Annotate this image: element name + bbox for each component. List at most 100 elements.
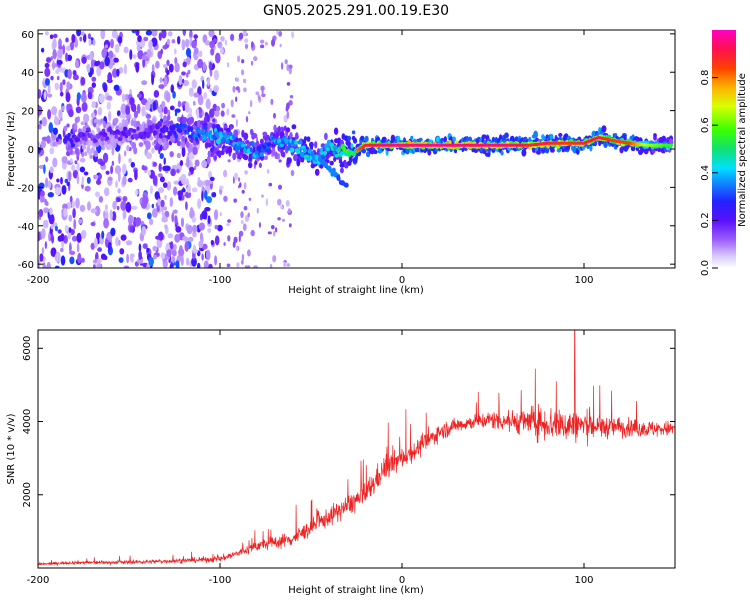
noise-cell <box>141 106 146 117</box>
noise-cell <box>244 38 249 43</box>
ridge-cell <box>183 123 187 128</box>
noise-cell <box>233 236 238 244</box>
noise-cell <box>192 224 198 233</box>
noise-cell <box>226 223 230 227</box>
ridge-cell <box>81 135 85 141</box>
noise-cell <box>190 207 194 214</box>
ridge-halo-cell <box>204 141 209 149</box>
noise-cell <box>49 147 55 155</box>
y-tick-label: 60 <box>21 30 34 41</box>
noise-cell <box>100 30 106 40</box>
noise-cell <box>135 217 142 227</box>
noise-cell <box>110 165 114 175</box>
noise-cell <box>223 242 226 246</box>
noise-cell <box>52 157 58 168</box>
ridge-halo-cell <box>227 146 233 154</box>
noise-cell <box>81 176 85 186</box>
ridge-halo-cell <box>93 150 98 158</box>
noise-cell <box>214 235 220 246</box>
noise-cell <box>91 101 96 108</box>
noise-cell <box>42 219 49 229</box>
noise-cell <box>255 91 260 96</box>
ridge-halo-cell <box>88 150 92 157</box>
noise-cell <box>239 182 242 188</box>
noise-cell <box>155 60 160 69</box>
noise-cell <box>162 182 168 189</box>
ridge-cell <box>218 138 221 144</box>
noise-cell <box>90 208 97 214</box>
ridge-halo-cell <box>243 132 249 141</box>
ridge-halo-cell <box>483 134 487 139</box>
ridge-cell <box>116 130 122 135</box>
noise-cell <box>166 38 171 45</box>
noise-cell <box>182 236 188 241</box>
colorbar: 0.0 0.2 0.4 0.6 0.8 Normalized spectral ampl… <box>700 30 748 276</box>
noise-cell <box>169 151 174 158</box>
noise-cell <box>51 234 55 244</box>
noise-cell <box>40 47 45 53</box>
noise-cell <box>90 58 94 70</box>
noise-cell <box>201 160 208 169</box>
ridge-halo-cell <box>133 146 138 155</box>
noise-cell <box>118 153 121 164</box>
noise-cell <box>205 98 211 110</box>
noise-cell <box>44 177 49 188</box>
snr-frame <box>37 329 676 569</box>
noise-cell <box>41 116 47 127</box>
noise-cell <box>123 63 128 75</box>
noise-cell <box>76 232 82 243</box>
noise-cell <box>186 56 191 65</box>
noise-cell <box>52 38 57 49</box>
noise-cell <box>231 114 236 118</box>
ridge-cell <box>177 128 183 134</box>
noise-cell <box>235 77 240 82</box>
noise-cell <box>219 47 224 55</box>
noise-cell <box>186 257 190 266</box>
ridge-halo-cell <box>84 151 88 156</box>
ridge-halo-cell <box>601 125 607 133</box>
noise-cell <box>275 227 278 233</box>
noise-cell <box>188 172 191 177</box>
noise-cell <box>284 59 288 65</box>
noise-cell <box>182 79 190 87</box>
colorbar-gradient <box>712 30 736 268</box>
noise-cell <box>157 106 162 113</box>
snr-y-label: SNR (10 * v/v) <box>6 413 17 484</box>
noise-cell <box>54 265 60 268</box>
ridge-cell <box>249 147 253 153</box>
ridge-cell <box>289 147 295 153</box>
noise-cell <box>47 84 51 94</box>
noise-cell <box>169 241 174 250</box>
noise-cell <box>162 64 168 69</box>
noise-cell <box>235 119 238 127</box>
noise-cell <box>56 60 63 65</box>
noise-cell <box>146 152 152 160</box>
noise-cell <box>41 136 49 142</box>
snr-x-label: Height of straight line (km) <box>288 585 424 596</box>
noise-cell <box>55 69 60 74</box>
ridge-halo-cell <box>243 154 249 161</box>
ridge-cell <box>256 145 262 152</box>
noise-cell <box>210 48 215 56</box>
noise-cell <box>159 77 163 84</box>
noise-cell <box>270 98 274 105</box>
noise-cell <box>81 101 88 112</box>
noise-cell <box>243 87 247 93</box>
noise-cell <box>108 50 114 59</box>
ridge-halo-cell <box>124 119 129 128</box>
noise-cell <box>163 206 167 211</box>
ridge-halo-cell <box>258 162 262 169</box>
noise-cell <box>161 215 167 222</box>
ridge-halo-cell <box>81 151 85 158</box>
noise-cell <box>277 217 281 221</box>
ridge-halo-cell <box>114 117 119 124</box>
noise-cell <box>106 101 111 111</box>
ridge-cell <box>151 123 155 130</box>
noise-cell <box>106 95 113 101</box>
noise-cell <box>119 248 125 255</box>
noise-cell <box>219 188 223 195</box>
noise-cell <box>198 240 204 249</box>
noise-cell <box>40 190 45 198</box>
noise-cell <box>159 153 164 159</box>
